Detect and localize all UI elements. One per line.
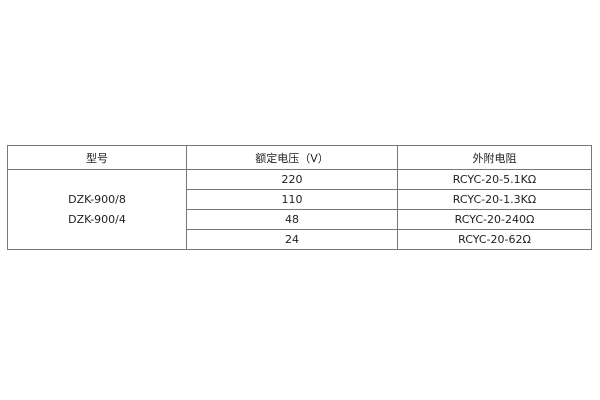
model-name: DZK-900/8 (68, 192, 126, 206)
table-row: DZK-900/8 DZK-900/4 220 RCYC-20-5.1KΩ (7, 169, 592, 250)
voltage-cell: 110 (186, 189, 398, 210)
voltage-cell: 48 (186, 209, 398, 230)
header-model: 型号 (7, 145, 187, 170)
resistor-cell: RCYC-20-1.3KΩ (397, 189, 592, 210)
resistor-cell: RCYC-20-5.1KΩ (397, 169, 592, 190)
voltage-cell: 220 (186, 169, 398, 190)
header-row: 型号 额定电压（V） 外附电阻 (7, 145, 592, 170)
table-row: 24 RCYC-20-62Ω (8, 229, 592, 250)
spec-table: 型号 额定电压（V） 外附电阻 DZK-900/8 DZK-900/4 220 … (7, 145, 592, 250)
resistor-cell: RCYC-20-240Ω (397, 209, 592, 230)
header-resistor: 外附电阻 (397, 145, 592, 170)
resistor-cell: RCYC-20-62Ω (397, 229, 592, 250)
model-name: DZK-900/4 (68, 212, 126, 226)
voltage-cell: 24 (186, 229, 398, 250)
model-cell: DZK-900/8 DZK-900/4 (7, 169, 187, 250)
header-voltage: 额定电压（V） (186, 145, 398, 170)
